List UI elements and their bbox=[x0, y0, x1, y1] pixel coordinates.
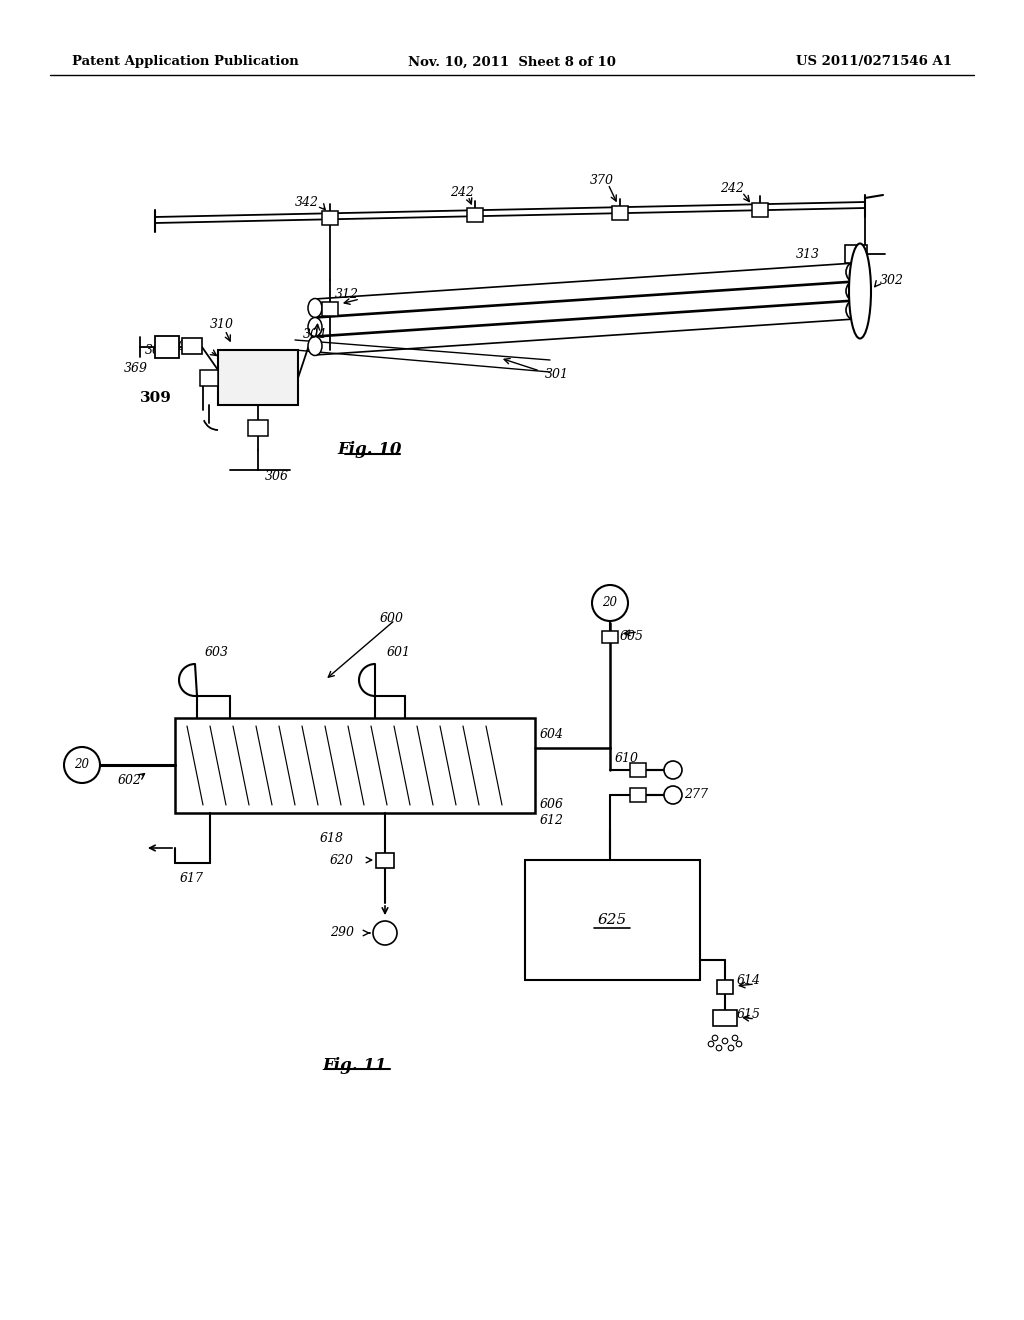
Text: 625: 625 bbox=[597, 913, 627, 927]
Circle shape bbox=[664, 785, 682, 804]
Circle shape bbox=[63, 747, 100, 783]
Text: 604: 604 bbox=[540, 727, 564, 741]
Circle shape bbox=[732, 1035, 738, 1040]
Text: 617: 617 bbox=[180, 871, 204, 884]
Text: 615: 615 bbox=[737, 1008, 761, 1022]
Text: 302: 302 bbox=[880, 273, 904, 286]
Circle shape bbox=[664, 762, 682, 779]
Text: 242: 242 bbox=[720, 181, 744, 194]
Bar bbox=[630, 788, 646, 803]
Circle shape bbox=[728, 1045, 734, 1051]
Text: 304: 304 bbox=[303, 329, 327, 342]
Bar bbox=[322, 211, 338, 224]
Ellipse shape bbox=[846, 300, 864, 319]
Text: 313: 313 bbox=[796, 248, 820, 260]
Ellipse shape bbox=[846, 261, 864, 282]
Text: 369: 369 bbox=[124, 362, 148, 375]
Ellipse shape bbox=[308, 337, 322, 355]
Bar bbox=[845, 246, 867, 263]
Text: 602: 602 bbox=[118, 774, 142, 787]
Circle shape bbox=[736, 1041, 741, 1047]
Text: 614: 614 bbox=[737, 974, 761, 986]
Circle shape bbox=[592, 585, 628, 620]
Text: 606: 606 bbox=[540, 799, 564, 812]
Bar bbox=[525, 861, 700, 979]
Text: 312: 312 bbox=[335, 289, 359, 301]
Bar bbox=[602, 631, 618, 643]
Bar bbox=[200, 370, 218, 385]
Circle shape bbox=[373, 921, 397, 945]
Text: 367: 367 bbox=[145, 343, 169, 356]
Text: Nov. 10, 2011  Sheet 8 of 10: Nov. 10, 2011 Sheet 8 of 10 bbox=[408, 55, 616, 69]
Text: 306: 306 bbox=[265, 470, 289, 483]
Text: 308: 308 bbox=[171, 341, 195, 354]
Bar bbox=[630, 763, 646, 777]
Circle shape bbox=[709, 1041, 714, 1047]
Text: 618: 618 bbox=[319, 832, 344, 845]
Text: 20: 20 bbox=[75, 759, 89, 771]
Bar bbox=[218, 350, 298, 405]
Text: Fig. 10: Fig. 10 bbox=[338, 441, 402, 458]
Text: 603: 603 bbox=[205, 647, 229, 660]
Text: Fig. 11: Fig. 11 bbox=[323, 1056, 387, 1073]
Bar bbox=[155, 337, 179, 358]
Bar bbox=[713, 1010, 737, 1026]
Circle shape bbox=[722, 1039, 728, 1044]
Bar bbox=[322, 302, 338, 315]
Text: 20: 20 bbox=[602, 597, 617, 610]
Text: 605: 605 bbox=[620, 630, 644, 643]
Text: Patent Application Publication: Patent Application Publication bbox=[72, 55, 299, 69]
Text: 290: 290 bbox=[330, 927, 354, 940]
Text: 601: 601 bbox=[387, 647, 411, 660]
Text: 610: 610 bbox=[615, 751, 639, 764]
Bar bbox=[376, 853, 394, 869]
Bar bbox=[175, 718, 535, 813]
Bar bbox=[752, 203, 768, 216]
Ellipse shape bbox=[849, 243, 871, 338]
Bar bbox=[612, 206, 628, 220]
Bar bbox=[182, 338, 202, 354]
Text: 301: 301 bbox=[545, 368, 569, 381]
Bar bbox=[248, 420, 268, 436]
Text: US 2011/0271546 A1: US 2011/0271546 A1 bbox=[796, 55, 952, 69]
Text: 310: 310 bbox=[210, 318, 234, 331]
Text: 342: 342 bbox=[295, 195, 319, 209]
Ellipse shape bbox=[308, 318, 322, 337]
Text: 620: 620 bbox=[330, 854, 354, 866]
Circle shape bbox=[713, 1035, 718, 1040]
Text: 600: 600 bbox=[380, 611, 404, 624]
Circle shape bbox=[716, 1045, 722, 1051]
Text: 370: 370 bbox=[590, 173, 614, 186]
Text: 612: 612 bbox=[540, 813, 564, 826]
Ellipse shape bbox=[846, 281, 864, 301]
Text: 309: 309 bbox=[140, 391, 172, 405]
Ellipse shape bbox=[308, 298, 322, 318]
Bar bbox=[467, 209, 483, 222]
Bar bbox=[717, 979, 733, 994]
Text: 242: 242 bbox=[450, 186, 474, 198]
Text: 277: 277 bbox=[684, 788, 708, 801]
